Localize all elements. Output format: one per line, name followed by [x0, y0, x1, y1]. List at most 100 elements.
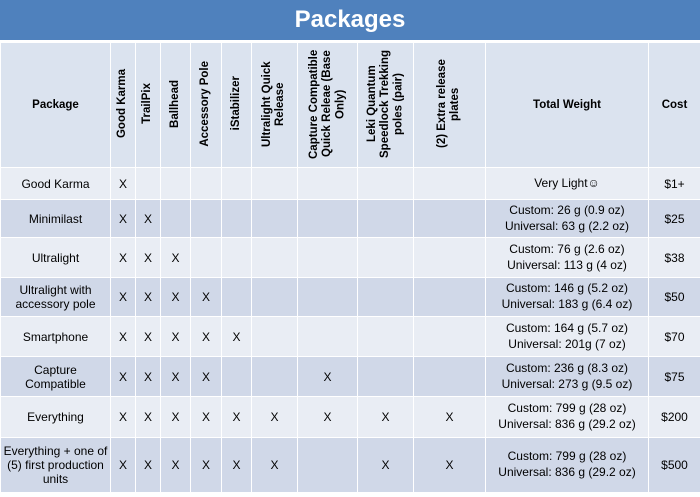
included-mark: X: [110, 316, 136, 357]
weight-line: Universal: 201g (7 oz): [508, 336, 626, 351]
package-name: Everything + one of (5) first production…: [0, 437, 111, 493]
weight-line: Custom: 799 g (28 oz): [507, 449, 627, 464]
included-mark: X: [110, 277, 136, 317]
empty-cell: [135, 167, 161, 200]
empty-cell: [251, 199, 298, 238]
empty-cell: [251, 277, 298, 317]
included-mark: X: [160, 396, 191, 438]
table-row: Minimilast X X Custom: 26 g (0.9 oz) Univers…: [0, 199, 700, 238]
empty-cell: [221, 277, 252, 317]
header-text: Accessory Pole: [199, 60, 212, 147]
included-mark: X: [297, 356, 358, 397]
included-mark: X: [357, 396, 414, 438]
weight-line: Universal: 113 g (4 oz): [507, 257, 627, 272]
empty-cell: [297, 277, 358, 317]
header-cell: Accessory Pole: [190, 42, 222, 168]
empty-cell: [251, 316, 298, 357]
table-body: Good Karma X Very Light☺ $1+ Minimilast X X Cus…: [0, 167, 700, 493]
included-mark: X: [160, 356, 191, 397]
empty-cell: [357, 316, 414, 357]
included-mark: X: [251, 396, 298, 438]
weight-line: Custom: 26 g (0.9 oz): [509, 202, 625, 217]
header-text: Capture Compatible Quick Releae (Base On…: [307, 48, 347, 159]
header-cell: iStabilizer: [221, 42, 252, 168]
included-mark: X: [135, 437, 161, 493]
included-mark: X: [135, 277, 161, 317]
included-mark: X: [190, 277, 222, 317]
empty-cell: [251, 237, 298, 278]
empty-cell: [297, 316, 358, 357]
included-mark: X: [135, 316, 161, 357]
empty-cell: [357, 199, 414, 238]
total-weight: Custom: 799 g (28 oz) Universal: 836 g (2…: [485, 396, 649, 438]
weight-line: Universal: 836 g (29.2 oz): [498, 465, 636, 479]
weight-line: Custom: 146 g (5.2 oz): [505, 281, 629, 296]
total-weight: Custom: 26 g (0.9 oz) Universal: 63 g (2.…: [485, 199, 649, 238]
included-mark: X: [110, 167, 136, 200]
package-name: Good Karma: [0, 167, 111, 200]
header-cell: Package: [0, 42, 111, 168]
empty-cell: [413, 356, 486, 397]
included-mark: X: [110, 396, 136, 438]
empty-cell: [297, 199, 358, 238]
included-mark: X: [221, 437, 252, 493]
included-mark: X: [251, 437, 298, 493]
included-mark: X: [357, 437, 414, 493]
included-mark: X: [160, 437, 191, 493]
included-mark: X: [110, 356, 136, 397]
header-text: Ultralight Quick Release: [261, 60, 287, 147]
weight-line: Universal: 836 g (29.2 oz): [498, 417, 636, 431]
weight-line: Custom: 76 g (2.6 oz): [509, 241, 625, 256]
total-weight: Very Light☺: [485, 167, 649, 200]
empty-cell: [190, 167, 222, 200]
empty-cell: [160, 167, 191, 200]
included-mark: X: [297, 396, 358, 438]
package-name: Ultralight: [0, 237, 111, 278]
included-mark: X: [160, 277, 191, 317]
empty-cell: [413, 277, 486, 317]
weight-line: Custom: 799 g (28 oz): [507, 401, 627, 416]
empty-cell: [413, 199, 486, 238]
total-weight: Custom: 146 g (5.2 oz) Universal: 183 g (…: [485, 277, 649, 317]
empty-cell: [297, 237, 358, 278]
header-cell: Capture Compatible Quick Releae (Base On…: [297, 42, 358, 168]
included-mark: X: [221, 396, 252, 438]
cost: $500: [648, 437, 700, 493]
header-cell: Leki Quantum Speedlock Trekking poles (p…: [357, 42, 414, 168]
table-row: Ultralight X X X Custom: 76 g (2.6 oz) Univer…: [0, 237, 700, 278]
empty-cell: [357, 167, 414, 200]
included-mark: X: [160, 237, 191, 278]
included-mark: X: [160, 316, 191, 357]
header-cell: Ballhead: [160, 42, 191, 168]
table-row: Good Karma X Very Light☺ $1+: [0, 167, 700, 200]
included-mark: X: [135, 396, 161, 438]
cost: $38: [648, 237, 700, 278]
cost: $200: [648, 396, 700, 438]
included-mark: X: [110, 199, 136, 238]
empty-cell: [297, 437, 358, 493]
cost: $50: [648, 277, 700, 317]
total-weight: Custom: 164 g (5.7 oz) Universal: 201g (7…: [485, 316, 649, 357]
weight-line: Custom: 164 g (5.7 oz): [505, 320, 629, 335]
cost: $1+: [648, 167, 700, 200]
header-text: TrailPix: [141, 83, 154, 124]
total-weight: Custom: 76 g (2.6 oz) Universal: 113 g (4…: [485, 237, 649, 278]
table-row: Capture Compatible X X X X X Custom: 236 g (8.…: [0, 356, 700, 397]
empty-cell: [297, 167, 358, 200]
empty-cell: [357, 356, 414, 397]
cost: $75: [648, 356, 700, 397]
empty-cell: [221, 167, 252, 200]
package-name: Minimilast: [0, 199, 111, 238]
header-text: Ballhead: [168, 79, 181, 128]
header-text: (2) Extra release plates: [436, 59, 462, 148]
cost: $25: [648, 199, 700, 238]
empty-cell: [413, 167, 486, 200]
empty-cell: [160, 199, 191, 238]
included-mark: X: [221, 316, 252, 357]
included-mark: X: [190, 437, 222, 493]
header-cell: Cost: [648, 42, 700, 168]
empty-cell: [190, 199, 222, 238]
weight-line: Universal: 273 g (9.5 oz): [501, 376, 633, 391]
weight-line: Universal: 63 g (2.2 oz): [504, 218, 630, 233]
